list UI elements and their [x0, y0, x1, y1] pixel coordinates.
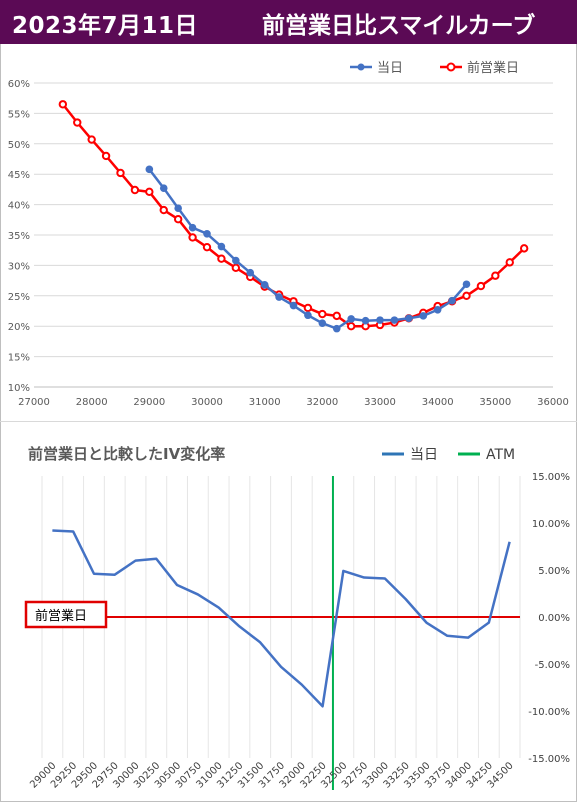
- y-tick-label: 15%: [8, 353, 30, 364]
- prev-point: [173, 214, 183, 224]
- y-tick-label: 45%: [8, 170, 30, 181]
- prev-point: [476, 281, 486, 291]
- today-point: [232, 256, 240, 265]
- today-point: [246, 268, 255, 277]
- y-tick-label: 10%: [8, 383, 30, 394]
- today-point: [217, 242, 226, 251]
- today-point: [332, 324, 341, 333]
- prev-point: [159, 205, 168, 215]
- prev-point: [332, 311, 341, 321]
- today-point: [376, 316, 384, 324]
- prev-point: [519, 244, 529, 253]
- legend-today-marker: [357, 63, 365, 71]
- y-tick-label: 40%: [8, 201, 30, 212]
- today-point: [174, 204, 182, 213]
- chart-title: 前営業日と比較したIV変化率: [28, 445, 225, 463]
- legend-today-label: 当日: [410, 447, 438, 463]
- x-tick-label: 30000: [191, 397, 223, 408]
- prev-point: [318, 309, 327, 319]
- prev-point: [462, 291, 471, 301]
- prev-point: [87, 135, 96, 144]
- today-point: [304, 311, 312, 320]
- legend: 当日 前営業日: [350, 60, 519, 76]
- prev-point: [346, 322, 356, 331]
- today-point: [405, 314, 413, 323]
- today-point: [361, 316, 370, 325]
- today-point: [203, 229, 211, 238]
- today-point: [188, 223, 197, 232]
- today-point: [448, 296, 456, 305]
- prev-point: [116, 168, 125, 178]
- prev-point: [58, 100, 68, 109]
- today-point: [145, 165, 154, 174]
- today-point: [275, 293, 283, 301]
- y-tick-label: -15.00%: [528, 754, 570, 765]
- x-tick-label: 27000: [18, 397, 50, 408]
- prev-point: [73, 118, 82, 127]
- prev-point: [101, 151, 111, 161]
- prev-point: [202, 242, 212, 252]
- today-point: [462, 280, 471, 289]
- y-tick-label: 15.00%: [532, 472, 570, 483]
- y-tick-label: 30%: [8, 261, 30, 272]
- iv-change-chart: 前営業日と比較したIV変化率 15.00% 10.00% 5.00% 0.00% -5.…: [24, 445, 570, 791]
- y-tick-label: -5.00%: [535, 660, 570, 671]
- header-bar: 2023年7月11日 前営業日比スマイルカーブ: [0, 0, 577, 44]
- x-tick-label: 35000: [479, 397, 511, 408]
- today-point: [433, 305, 442, 314]
- today-point: [419, 312, 428, 320]
- today-point: [260, 281, 269, 289]
- today-point: [318, 319, 327, 327]
- x-tick-label: 32000: [306, 397, 338, 408]
- prev-point: [491, 271, 500, 280]
- y-tick-label: 35%: [8, 231, 30, 242]
- today-point: [390, 316, 399, 324]
- today-point: [347, 315, 355, 323]
- y-tick-label: 0.00%: [538, 613, 570, 624]
- x-tick-label: 36000: [537, 397, 569, 408]
- baseline-label-box: 前営業日: [24, 600, 108, 629]
- x-tick-label: 33000: [364, 397, 396, 408]
- y-tick-label: 60%: [8, 79, 30, 90]
- y-tick-label: 5.00%: [538, 566, 570, 577]
- today-point: [289, 301, 298, 310]
- x-tick-label: 28000: [76, 397, 108, 408]
- prev-point: [217, 254, 226, 263]
- y-tick-label: 50%: [8, 140, 30, 151]
- smile-curve-chart: 10% 15% 20% 25% 30% 35% 40% 45% 50% 55% 60% 27000 2…: [0, 60, 577, 422]
- legend-atm-label: ATM: [486, 447, 515, 463]
- y-tick-label: -10.00%: [528, 707, 570, 718]
- legend-prev-marker: [446, 62, 456, 72]
- legend: 当日 ATM: [382, 447, 515, 463]
- prev-point: [130, 185, 140, 195]
- x-tick-label: 31000: [249, 397, 281, 408]
- baseline-label: 前営業日: [35, 608, 87, 624]
- header-title: 前営業日比スマイルカーブ: [262, 13, 536, 39]
- prev-point: [231, 263, 241, 273]
- series-prev-line: [61, 103, 526, 328]
- series-today-line: [52, 529, 511, 708]
- prev-point: [303, 303, 313, 313]
- y-tick-label: 25%: [8, 292, 30, 303]
- header-date: 2023年7月11日: [12, 13, 199, 39]
- legend-today-label: 当日: [377, 61, 403, 76]
- x-tick-label: 29000: [133, 397, 165, 408]
- prev-point: [505, 258, 514, 267]
- today-point: [159, 184, 168, 192]
- x-tick-label: 34000: [422, 397, 454, 408]
- y-tick-label: 10.00%: [532, 519, 570, 530]
- legend-prev-label: 前営業日: [467, 60, 519, 76]
- prev-point: [188, 233, 197, 242]
- prev-point: [145, 187, 154, 197]
- y-tick-label: 20%: [8, 322, 30, 333]
- y-tick-label: 55%: [8, 109, 30, 120]
